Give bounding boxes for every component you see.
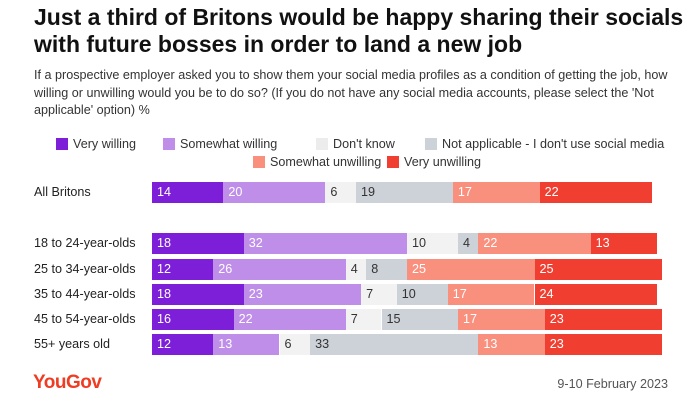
bar-segment-very-unwilling: 22: [539, 182, 652, 203]
bar-segment-very-willing: 14: [152, 182, 224, 203]
bar-segment-not-applicable: 15: [381, 309, 458, 330]
row-label: 55+ years old: [34, 337, 110, 351]
bar-segment-very-unwilling: 25: [534, 259, 662, 280]
bar-segment-very-willing: 16: [152, 309, 234, 330]
legend-swatch: [387, 156, 399, 168]
bar-segment-dont-know: 6: [325, 182, 356, 203]
bar-segment-dont-know: 7: [345, 309, 382, 330]
chart-title: Just a third of Britons would be happy s…: [34, 4, 684, 57]
bar-segment-dont-know: 6: [279, 334, 311, 355]
legend-item-somewhat-willing: Somewhat willing: [163, 137, 277, 151]
bar-segment-very-willing: 18: [152, 233, 244, 254]
legend-swatch: [425, 138, 437, 150]
bar-segment-somewhat-unwilling: 22: [478, 233, 591, 254]
chart-subtitle: If a prospective employer asked you to s…: [34, 68, 668, 117]
bar-segment-very-unwilling: 24: [534, 284, 657, 305]
bar-segment-not-applicable: 19: [356, 182, 453, 203]
legend-swatch: [56, 138, 68, 150]
bar-segment-somewhat-willing: 13: [213, 334, 280, 355]
bar-segment-somewhat-unwilling: 17: [458, 309, 545, 330]
survey-date: 9-10 February 2023: [557, 377, 668, 391]
bar-segment-somewhat-willing: 22: [233, 309, 346, 330]
bar-segment-very-unwilling: 23: [544, 309, 662, 330]
row-label: 25 to 34-year-olds: [34, 262, 136, 276]
bar-segment-somewhat-willing: 26: [213, 259, 346, 280]
legend-item-dont-know: Don't know: [316, 137, 395, 151]
bar-segment-somewhat-willing: 20: [223, 182, 326, 203]
bar-segment-very-willing: 12: [152, 334, 214, 355]
bar-segment-somewhat-willing: 32: [243, 233, 407, 254]
legend-label: Somewhat willing: [180, 137, 278, 151]
bar-segment-somewhat-unwilling: 25: [407, 259, 535, 280]
legend: Very willing Somewhat willing Don't know No…: [30, 135, 670, 171]
row-label: 18 to 24-year-olds: [34, 236, 136, 250]
bar-segment-not-applicable: 10: [396, 284, 448, 305]
bar-segment-not-applicable: 4: [458, 233, 479, 254]
legend-item-not-applicable: Not applicable - I don't use social medi…: [425, 137, 664, 151]
row-label: All Britons: [34, 185, 91, 199]
bar-segment-dont-know: 4: [345, 259, 367, 280]
bar-segment-very-unwilling: 23: [544, 334, 662, 355]
row-label: 45 to 54-year-olds: [34, 312, 136, 326]
legend-item-somewhat-unwilling: Somewhat unwilling: [253, 155, 381, 169]
legend-label: Somewhat unwilling: [270, 155, 382, 169]
bar-segment-very-willing: 12: [152, 259, 214, 280]
bar-segment-somewhat-unwilling: 13: [478, 334, 545, 355]
bar-segment-somewhat-willing: 23: [243, 284, 362, 305]
legend-item-very-unwilling: Very unwilling: [387, 155, 481, 169]
bar-segment-somewhat-unwilling: 17: [447, 284, 535, 305]
legend-label: Don't know: [333, 137, 395, 151]
yougov-logo: YouGov: [33, 372, 102, 393]
bar-segment-dont-know: 7: [361, 284, 397, 305]
bar-segment-not-applicable: 8: [366, 259, 407, 280]
bar-segment-very-unwilling: 13: [590, 233, 657, 254]
legend-label: Not applicable - I don't use social medi…: [442, 137, 665, 151]
legend-swatch: [253, 156, 265, 168]
legend-swatch: [316, 138, 328, 150]
legend-swatch: [163, 138, 175, 150]
legend-item-very-willing: Very willing: [56, 137, 136, 151]
bar-segment-dont-know: 10: [407, 233, 458, 254]
legend-label: Very unwilling: [404, 155, 482, 169]
legend-label: Very willing: [73, 137, 136, 151]
bar-segment-not-applicable: 33: [310, 334, 479, 355]
bar-segment-very-willing: 18: [152, 284, 244, 305]
bar-segment-somewhat-unwilling: 17: [452, 182, 540, 203]
row-label: 35 to 44-year-olds: [34, 287, 136, 301]
